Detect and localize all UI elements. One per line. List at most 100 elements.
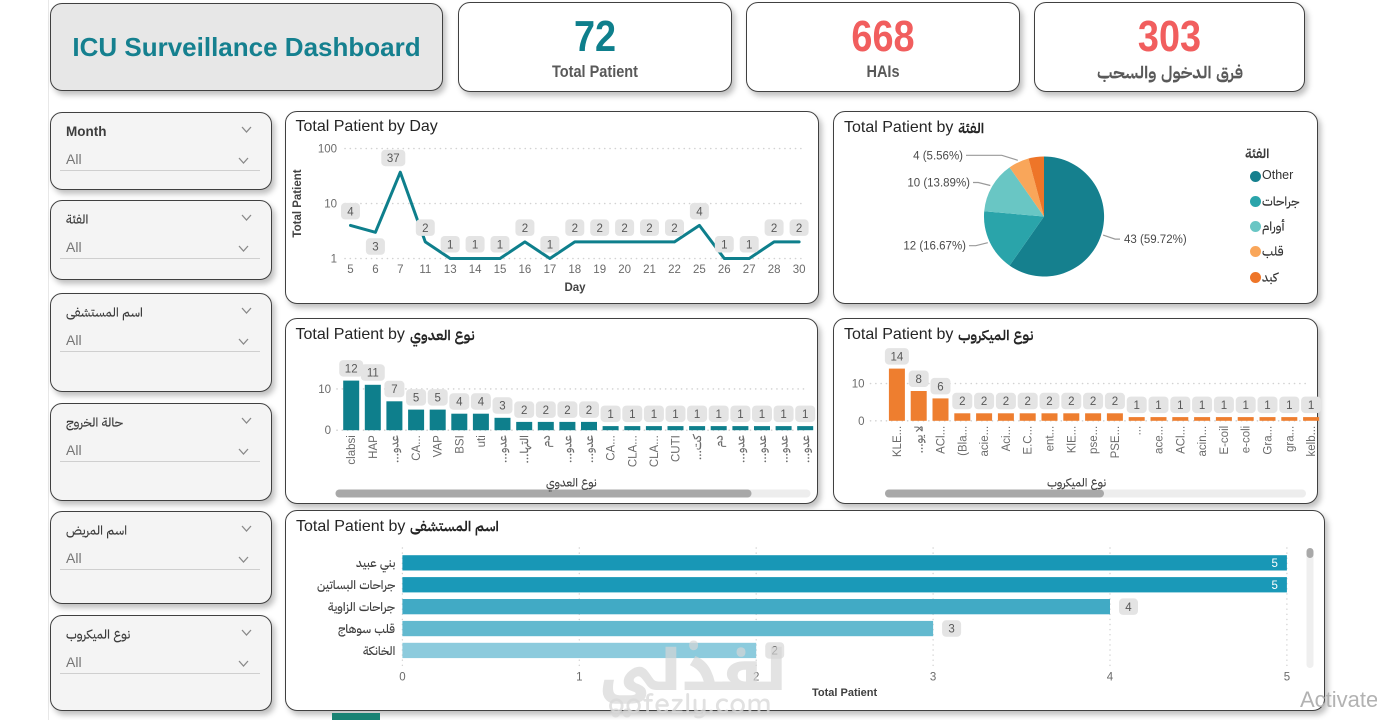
svg-text:25: 25: [693, 264, 706, 276]
svg-text:1: 1: [1286, 400, 1292, 412]
svg-text:1: 1: [330, 253, 336, 265]
svg-text:1: 1: [780, 409, 786, 421]
svg-text:15: 15: [493, 264, 506, 276]
svg-text:21: 21: [643, 264, 656, 276]
svg-text:11: 11: [419, 264, 431, 276]
svg-text:uti: uti: [475, 435, 487, 447]
svg-text:1: 1: [1308, 400, 1314, 412]
svg-text:1: 1: [1221, 400, 1227, 412]
svg-text:2: 2: [1090, 396, 1096, 408]
svg-text:1: 1: [1242, 400, 1248, 412]
svg-text:6: 6: [937, 381, 943, 393]
svg-text:2: 2: [795, 222, 801, 234]
svg-text:1: 1: [607, 409, 613, 421]
svg-text:4: 4: [347, 206, 354, 218]
svg-text:2: 2: [585, 404, 591, 416]
svg-text:1: 1: [801, 409, 807, 421]
svg-text:37: 37: [386, 153, 399, 165]
svg-text:13: 13: [443, 264, 456, 276]
svg-text:0: 0: [399, 672, 405, 684]
svg-text:100: 100: [317, 143, 336, 155]
svg-text:1: 1: [758, 409, 764, 421]
svg-text:2: 2: [981, 396, 987, 408]
svg-text:4: 4: [477, 396, 484, 408]
svg-text:6: 6: [372, 264, 378, 276]
svg-text:1: 1: [1155, 400, 1161, 412]
svg-text:1: 1: [721, 239, 727, 251]
svg-text:BSI: BSI: [454, 435, 466, 454]
svg-text:CA...: CA...: [605, 435, 617, 461]
svg-text:2: 2: [1068, 396, 1074, 408]
svg-text:1: 1: [576, 672, 582, 684]
svg-text:3: 3: [499, 400, 505, 412]
svg-text:(Bla...: (Bla...: [957, 425, 969, 455]
svg-text:5: 5: [1271, 558, 1277, 570]
svg-text:2: 2: [596, 222, 602, 234]
svg-text:16: 16: [518, 264, 531, 276]
svg-text:14: 14: [891, 351, 904, 363]
svg-text:1: 1: [672, 409, 678, 421]
svg-text:CLA...: CLA...: [627, 435, 639, 467]
svg-text:2: 2: [1003, 396, 1009, 408]
svg-text:ACl...: ACl...: [936, 425, 948, 453]
svg-text:1: 1: [737, 409, 743, 421]
svg-text:10: 10: [318, 383, 331, 395]
svg-text:10: 10: [852, 378, 865, 390]
svg-text:8: 8: [915, 373, 921, 385]
svg-text:0: 0: [858, 415, 864, 427]
svg-text:Aci...: Aci...: [1001, 425, 1013, 451]
svg-text:1: 1: [650, 409, 656, 421]
svg-text:KLE...: KLE...: [892, 425, 904, 456]
svg-text:5: 5: [1271, 580, 1277, 592]
svg-text:CUTI: CUTI: [670, 435, 682, 462]
svg-text:1: 1: [446, 239, 452, 251]
svg-text:18: 18: [568, 264, 581, 276]
svg-text:pse...: pse...: [1088, 425, 1100, 453]
svg-text:7: 7: [391, 384, 397, 396]
svg-text:1: 1: [1177, 400, 1183, 412]
svg-text:5: 5: [412, 392, 418, 404]
svg-text:1: 1: [1199, 400, 1205, 412]
svg-text:4: 4: [696, 206, 703, 218]
svg-text:acin...: acin...: [1197, 425, 1209, 456]
svg-text:28: 28: [767, 264, 780, 276]
svg-text:2: 2: [542, 404, 548, 416]
svg-text:Day: Day: [564, 282, 586, 294]
svg-text:clabsi: clabsi: [346, 435, 358, 464]
svg-text:gra...: gra...: [1284, 425, 1296, 451]
svg-text:2: 2: [422, 222, 428, 234]
svg-text:2: 2: [621, 222, 627, 234]
svg-text:...: ...: [1132, 425, 1144, 435]
svg-text:2: 2: [770, 222, 776, 234]
svg-text:2: 2: [1046, 396, 1052, 408]
svg-text:CLA...: CLA...: [648, 435, 660, 467]
svg-text:5: 5: [434, 392, 440, 404]
svg-text:Total Patient: Total Patient: [292, 169, 304, 237]
svg-text:14: 14: [468, 264, 481, 276]
svg-text:3: 3: [372, 241, 378, 253]
svg-text:4: 4: [456, 396, 463, 408]
svg-text:2: 2: [521, 222, 527, 234]
svg-text:VAP: VAP: [432, 434, 444, 456]
svg-text:26: 26: [717, 264, 730, 276]
svg-text:2: 2: [1024, 396, 1030, 408]
svg-text:e-coli: e-coli: [1241, 425, 1253, 452]
svg-text:1: 1: [745, 239, 751, 251]
svg-text:CA...: CA...: [411, 435, 423, 461]
svg-text:1: 1: [496, 239, 502, 251]
svg-text:7: 7: [397, 264, 403, 276]
svg-text:kelb...: kelb...: [1306, 425, 1318, 456]
svg-text:ACl...: ACl...: [1175, 425, 1187, 453]
svg-text:20: 20: [618, 264, 631, 276]
svg-text:1: 1: [715, 409, 721, 421]
svg-text:1: 1: [693, 409, 699, 421]
svg-text:4: 4: [1107, 672, 1114, 684]
svg-text:Gra...: Gra...: [1263, 425, 1275, 454]
svg-text:11: 11: [366, 367, 378, 379]
svg-text:2: 2: [959, 396, 965, 408]
svg-text:ace...: ace...: [1154, 425, 1166, 453]
svg-text:1: 1: [546, 239, 552, 251]
svg-text:2: 2: [520, 404, 526, 416]
svg-text:19: 19: [593, 264, 606, 276]
svg-text:E.C...: E.C...: [1023, 425, 1035, 454]
